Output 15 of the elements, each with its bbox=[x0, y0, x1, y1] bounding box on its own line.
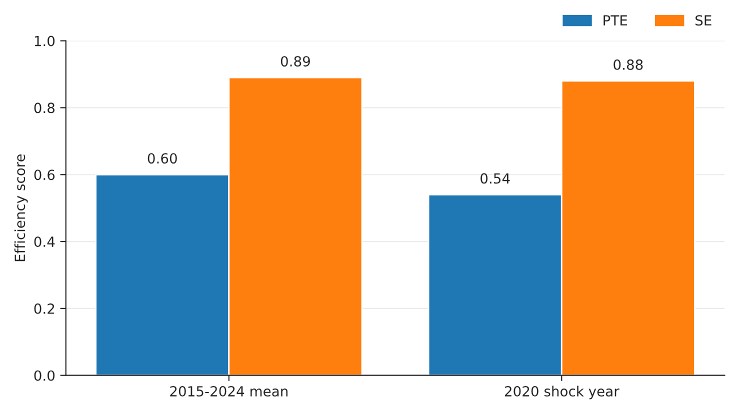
x-tick-label: 2015-2024 mean bbox=[170, 386, 288, 397]
y-tick-label: 0.8 bbox=[34, 102, 55, 114]
y-tick-label: 0.0 bbox=[34, 370, 55, 381]
y-tick-label: 0.4 bbox=[34, 236, 55, 248]
data-label: 0.89 bbox=[280, 56, 310, 67]
data-label: 0.54 bbox=[480, 173, 510, 184]
legend-label: SE bbox=[696, 15, 712, 26]
y-tick-label: 0.6 bbox=[34, 170, 55, 180]
y-tick-label: 1.0 bbox=[34, 36, 55, 46]
y-axis-title: Efficiency score bbox=[14, 154, 28, 262]
data-label: 0.88 bbox=[614, 59, 643, 70]
legend-label: PTE bbox=[604, 15, 628, 26]
y-tick-label: 0.2 bbox=[34, 303, 54, 314]
x-tick-label: 2020 shock year bbox=[504, 386, 620, 400]
data-label: 0.60 bbox=[148, 153, 177, 164]
